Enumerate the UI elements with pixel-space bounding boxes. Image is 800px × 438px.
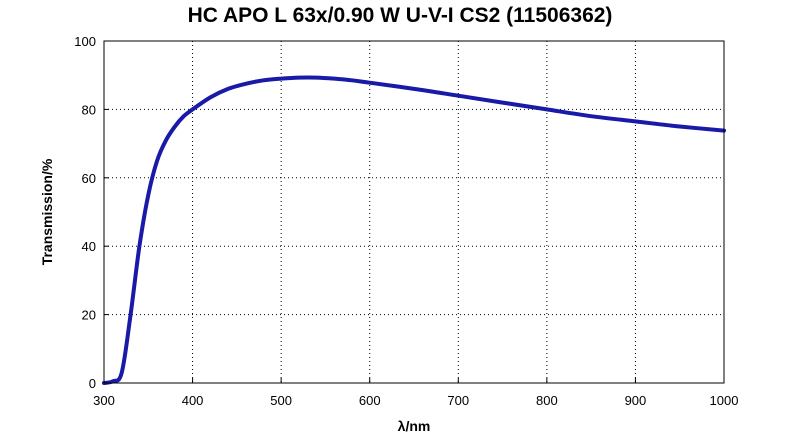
x-axis-label: λ/nm xyxy=(398,418,431,434)
x-tick-label: 1000 xyxy=(710,393,739,408)
data-layer xyxy=(102,75,726,385)
y-tick-label: 20 xyxy=(82,308,96,323)
y-tick-label: 60 xyxy=(82,171,96,186)
plot-frame xyxy=(103,40,725,384)
tick-layer: 300 400 500 600 700 800 900 1000 0 20 40 60 80 100 xyxy=(74,34,738,408)
chart-title: HC APO L 63x/0.90 W U-V-I CS2 (11506362) xyxy=(187,4,613,27)
x-tick-label: 400 xyxy=(182,393,204,408)
x-tick-label: 600 xyxy=(359,393,381,408)
y-tick-label: 0 xyxy=(89,376,96,391)
x-tick-label: 300 xyxy=(93,393,115,408)
y-tick-label: 80 xyxy=(82,102,96,117)
x-tick-label: 800 xyxy=(536,393,558,408)
series-line-0 xyxy=(102,75,726,385)
y-tick-label: 40 xyxy=(82,239,96,254)
grid-layer xyxy=(104,41,724,383)
x-tick-label: 500 xyxy=(270,393,292,408)
x-tick-label: 900 xyxy=(625,393,647,408)
y-tick-label: 100 xyxy=(74,34,96,49)
y-axis-label: Transmission/% xyxy=(39,158,55,265)
x-tick-label: 700 xyxy=(447,393,469,408)
